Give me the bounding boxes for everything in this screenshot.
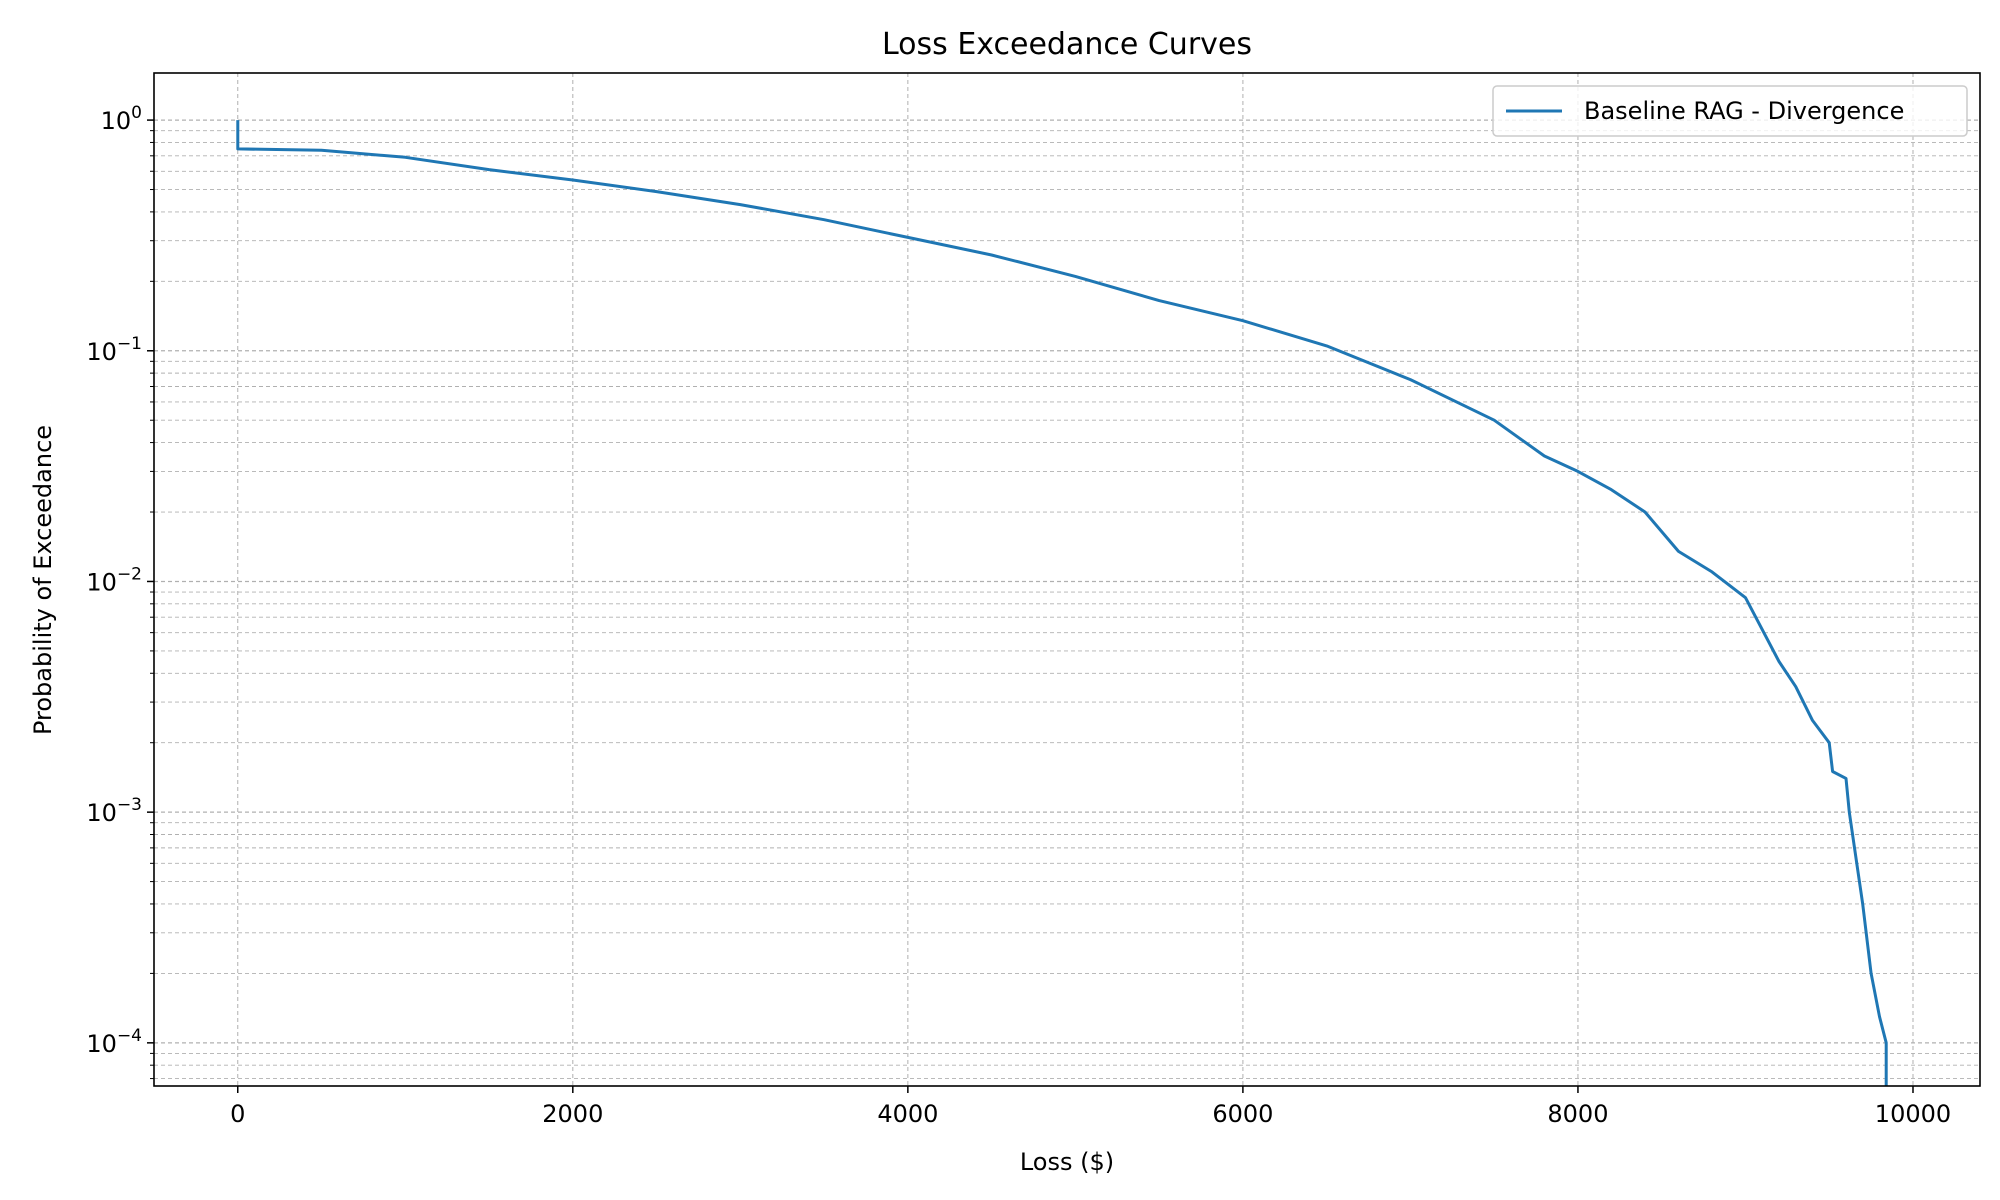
x-tick-label: 0 [230, 1100, 245, 1128]
grid-lines [154, 73, 1980, 1086]
chart-title: Loss Exceedance Curves [882, 27, 1252, 62]
plot-area-frame [153, 72, 1981, 1087]
series-line-0 [236, 120, 1888, 1086]
legend: Baseline RAG - Divergence [1492, 85, 1968, 137]
x-tick-label: 10000 [1875, 1100, 1951, 1128]
y-axis-label: Probability of Exceedance [29, 425, 57, 735]
x-tick-label: 4000 [877, 1100, 938, 1128]
y-tick-label: 10−2 [86, 564, 142, 596]
legend-label-baseline-rag: Baseline RAG - Divergence [1584, 97, 1904, 125]
x-axis-ticks: 0 2000 4000 6000 8000 10000 [230, 1086, 1951, 1128]
x-tick-label: 6000 [1212, 1100, 1273, 1128]
series-layer [236, 120, 1888, 1086]
x-tick-label: 2000 [542, 1100, 603, 1128]
legend-box [1492, 85, 1968, 137]
y-tick-label: 100 [101, 103, 142, 135]
x-tick-label: 8000 [1547, 1100, 1608, 1128]
y-tick-label: 10−4 [86, 1026, 142, 1058]
y-axis-ticks: 100 10−1 10−2 10−3 10−4 [86, 103, 154, 1080]
x-axis-label: Loss ($) [1020, 1148, 1114, 1176]
y-tick-label: 10−1 [86, 334, 142, 366]
y-tick-label: 10−3 [86, 795, 142, 827]
